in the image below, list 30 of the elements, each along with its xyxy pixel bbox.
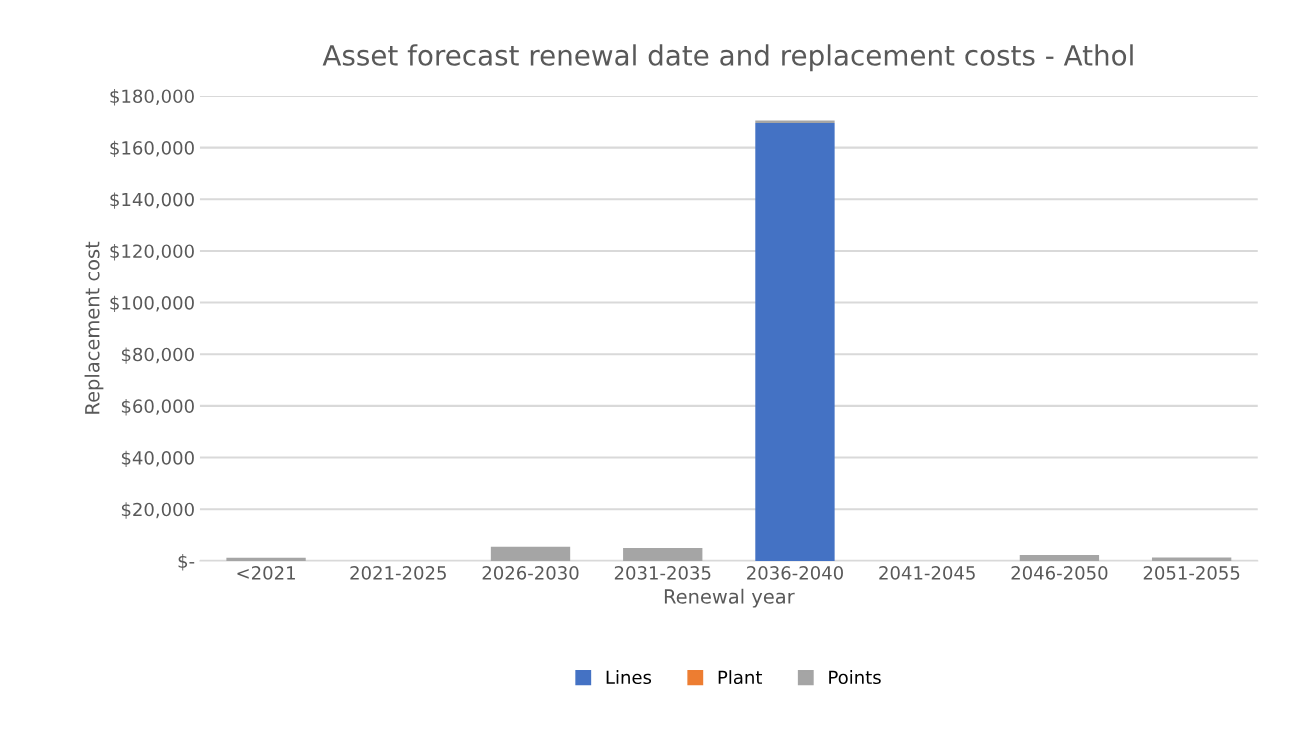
x-tick-label: 2021-2025 (350, 566, 446, 580)
x-tick-label: 2031-2035 (614, 566, 711, 580)
y-axis-title: Replacement cost (84, 241, 104, 414)
y-tick-label: $120,000 (110, 244, 194, 261)
y-tick-label: $160,000 (110, 140, 194, 158)
bar (755, 120, 835, 124)
x-axis-title: Renewal year (664, 588, 795, 608)
x-tick-label: 2046-2050 (1011, 566, 1108, 580)
bar (755, 123, 835, 561)
y-tick-label: $100,000 (110, 295, 194, 313)
y-tick-label: $140,000 (110, 192, 194, 209)
x-tick-label: 2036-2040 (747, 566, 843, 580)
legend-label: Plant (718, 670, 763, 685)
legend-label: Points (829, 670, 881, 685)
bar (226, 557, 306, 561)
y-tick-label: $40,000 (121, 450, 194, 468)
y-tick-label: $- (178, 554, 195, 571)
bar (490, 546, 571, 561)
y-tick-label: $180,000 (110, 89, 194, 106)
y-tick-label: $20,000 (121, 502, 194, 519)
x-tick-label: 2041-2045 (879, 566, 975, 580)
x-tick-label: <2021 (237, 566, 295, 580)
x-tick-label: 2051-2055 (1143, 566, 1240, 580)
y-tick-label: $80,000 (121, 347, 194, 364)
chart-title: Asset forecast renewal date and replacement costs - Athol (322, 44, 1133, 72)
x-tick-label: 2026-2030 (482, 566, 579, 580)
bar (623, 547, 703, 561)
y-tick-label: $60,000 (121, 399, 194, 416)
bar (1019, 554, 1100, 561)
legend-label: Lines (606, 670, 652, 685)
